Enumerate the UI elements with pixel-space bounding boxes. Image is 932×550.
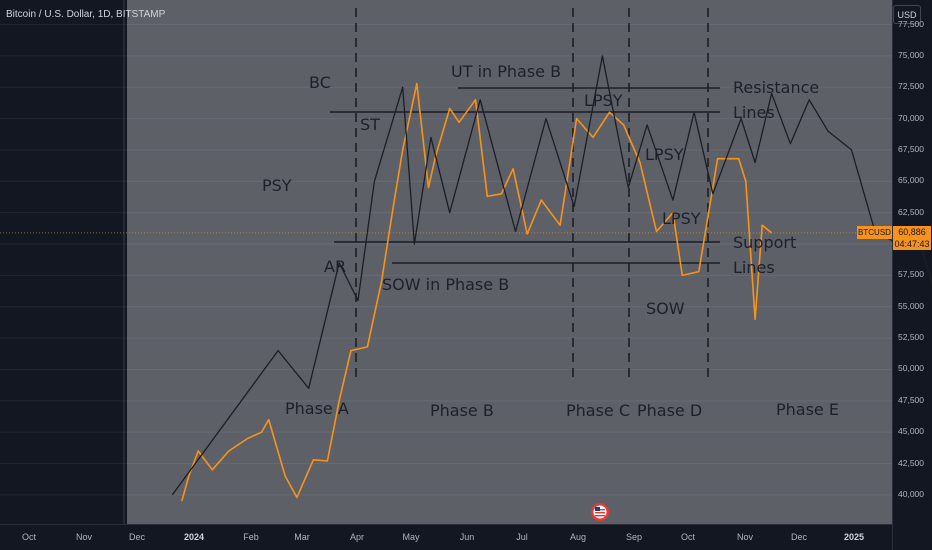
- time-tick-label: 2024: [183, 532, 205, 542]
- price-tick-label: 67,500: [898, 143, 924, 154]
- label-st: ST: [360, 115, 380, 134]
- label-phase-e: Phase E: [776, 400, 839, 419]
- time-tick-label: Dec: [128, 532, 146, 542]
- us-flag-event-icon[interactable]: [590, 502, 610, 522]
- time-tick-label: Dec: [790, 532, 808, 542]
- label-psy: PSY: [262, 176, 292, 195]
- btc-price-line: [181, 82, 773, 502]
- time-tick-label: Sep: [625, 532, 643, 542]
- time-tick-label: 2025: [843, 532, 865, 542]
- time-tick-label: Nov: [736, 532, 754, 542]
- label-support-lines: Lines: [733, 258, 775, 277]
- time-tick-label: May: [402, 532, 420, 542]
- label-ut-phase-b: UT in Phase B: [451, 62, 562, 81]
- price-tick-label: 45,000: [898, 426, 924, 437]
- label-phase-b: Phase B: [430, 401, 494, 420]
- price-tick-label: 52,500: [898, 332, 924, 343]
- label-support: Support: [733, 233, 797, 252]
- price-tick-label: 72,500: [898, 81, 924, 92]
- time-tick-label: Mar: [294, 532, 310, 542]
- chart-title: Bitcoin / U.S. Dollar, 1D, BITSTAMP: [6, 9, 166, 20]
- wyckoff-sketch-line: [171, 55, 932, 496]
- label-sow-phase-b: SOW in Phase B: [382, 275, 510, 294]
- label-lpsy-2: LPSY: [645, 145, 684, 164]
- time-tick-label: Jul: [516, 532, 528, 542]
- price-tick-label: 75,000: [898, 49, 924, 60]
- price-tick-label: 40,000: [898, 488, 924, 499]
- currency-button[interactable]: USD: [893, 5, 921, 24]
- label-phase-d: Phase D: [637, 401, 703, 420]
- time-tick-label: Oct: [680, 532, 696, 542]
- last-price-label: 60,886 04:47:43: [893, 225, 931, 250]
- label-ar: AR: [324, 257, 347, 276]
- price-tick-label: 77,500: [898, 18, 924, 29]
- price-tick-label: 47,500: [898, 394, 924, 405]
- time-tick-label: Aug: [569, 532, 587, 542]
- time-tick-label: Oct: [21, 532, 37, 542]
- price-tick-label: 70,000: [898, 112, 924, 123]
- price-tick-label: 62,500: [898, 206, 924, 217]
- label-sow: SOW: [646, 299, 685, 318]
- label-bc: BC: [309, 73, 331, 92]
- time-tick-label: Feb: [243, 532, 259, 542]
- price-tick-label: 42,500: [898, 457, 924, 468]
- label-phase-c: Phase C: [566, 401, 631, 420]
- time-tick-label: Jun: [459, 532, 475, 542]
- price-tick-label: 55,000: [898, 300, 924, 311]
- time-tick-label: Nov: [75, 532, 93, 542]
- label-lpsy-1: LPSY: [584, 91, 623, 110]
- price-tick-label: 50,000: [898, 363, 924, 374]
- last-price-value: 60,886: [898, 226, 926, 237]
- price-tick-label: 57,500: [898, 269, 924, 280]
- price-tick-label: 65,000: [898, 175, 924, 186]
- label-resistance: Resistance: [733, 78, 820, 97]
- symbol-price-tag: BTCUSD: [857, 225, 892, 239]
- label-resistance-lines: Lines: [733, 103, 775, 122]
- time-tick-label: Apr: [349, 532, 365, 542]
- label-lpsy-3: LPSY: [662, 209, 701, 228]
- bar-countdown: 04:47:43: [894, 238, 930, 249]
- label-phase-a: Phase A: [285, 399, 349, 418]
